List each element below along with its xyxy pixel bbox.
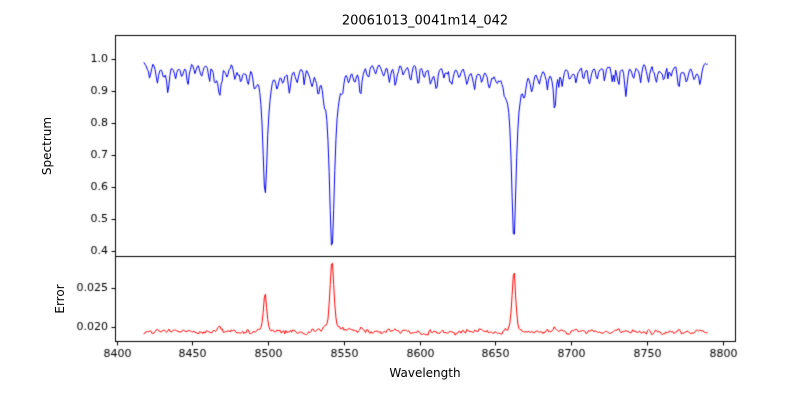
x-axis-label: Wavelength	[389, 366, 461, 380]
chart-title: 20061013_0041m14_042	[341, 13, 509, 29]
spectrum-y-axis-label: Spectrum	[40, 116, 54, 176]
error-y-axis-label: Error	[53, 284, 67, 314]
